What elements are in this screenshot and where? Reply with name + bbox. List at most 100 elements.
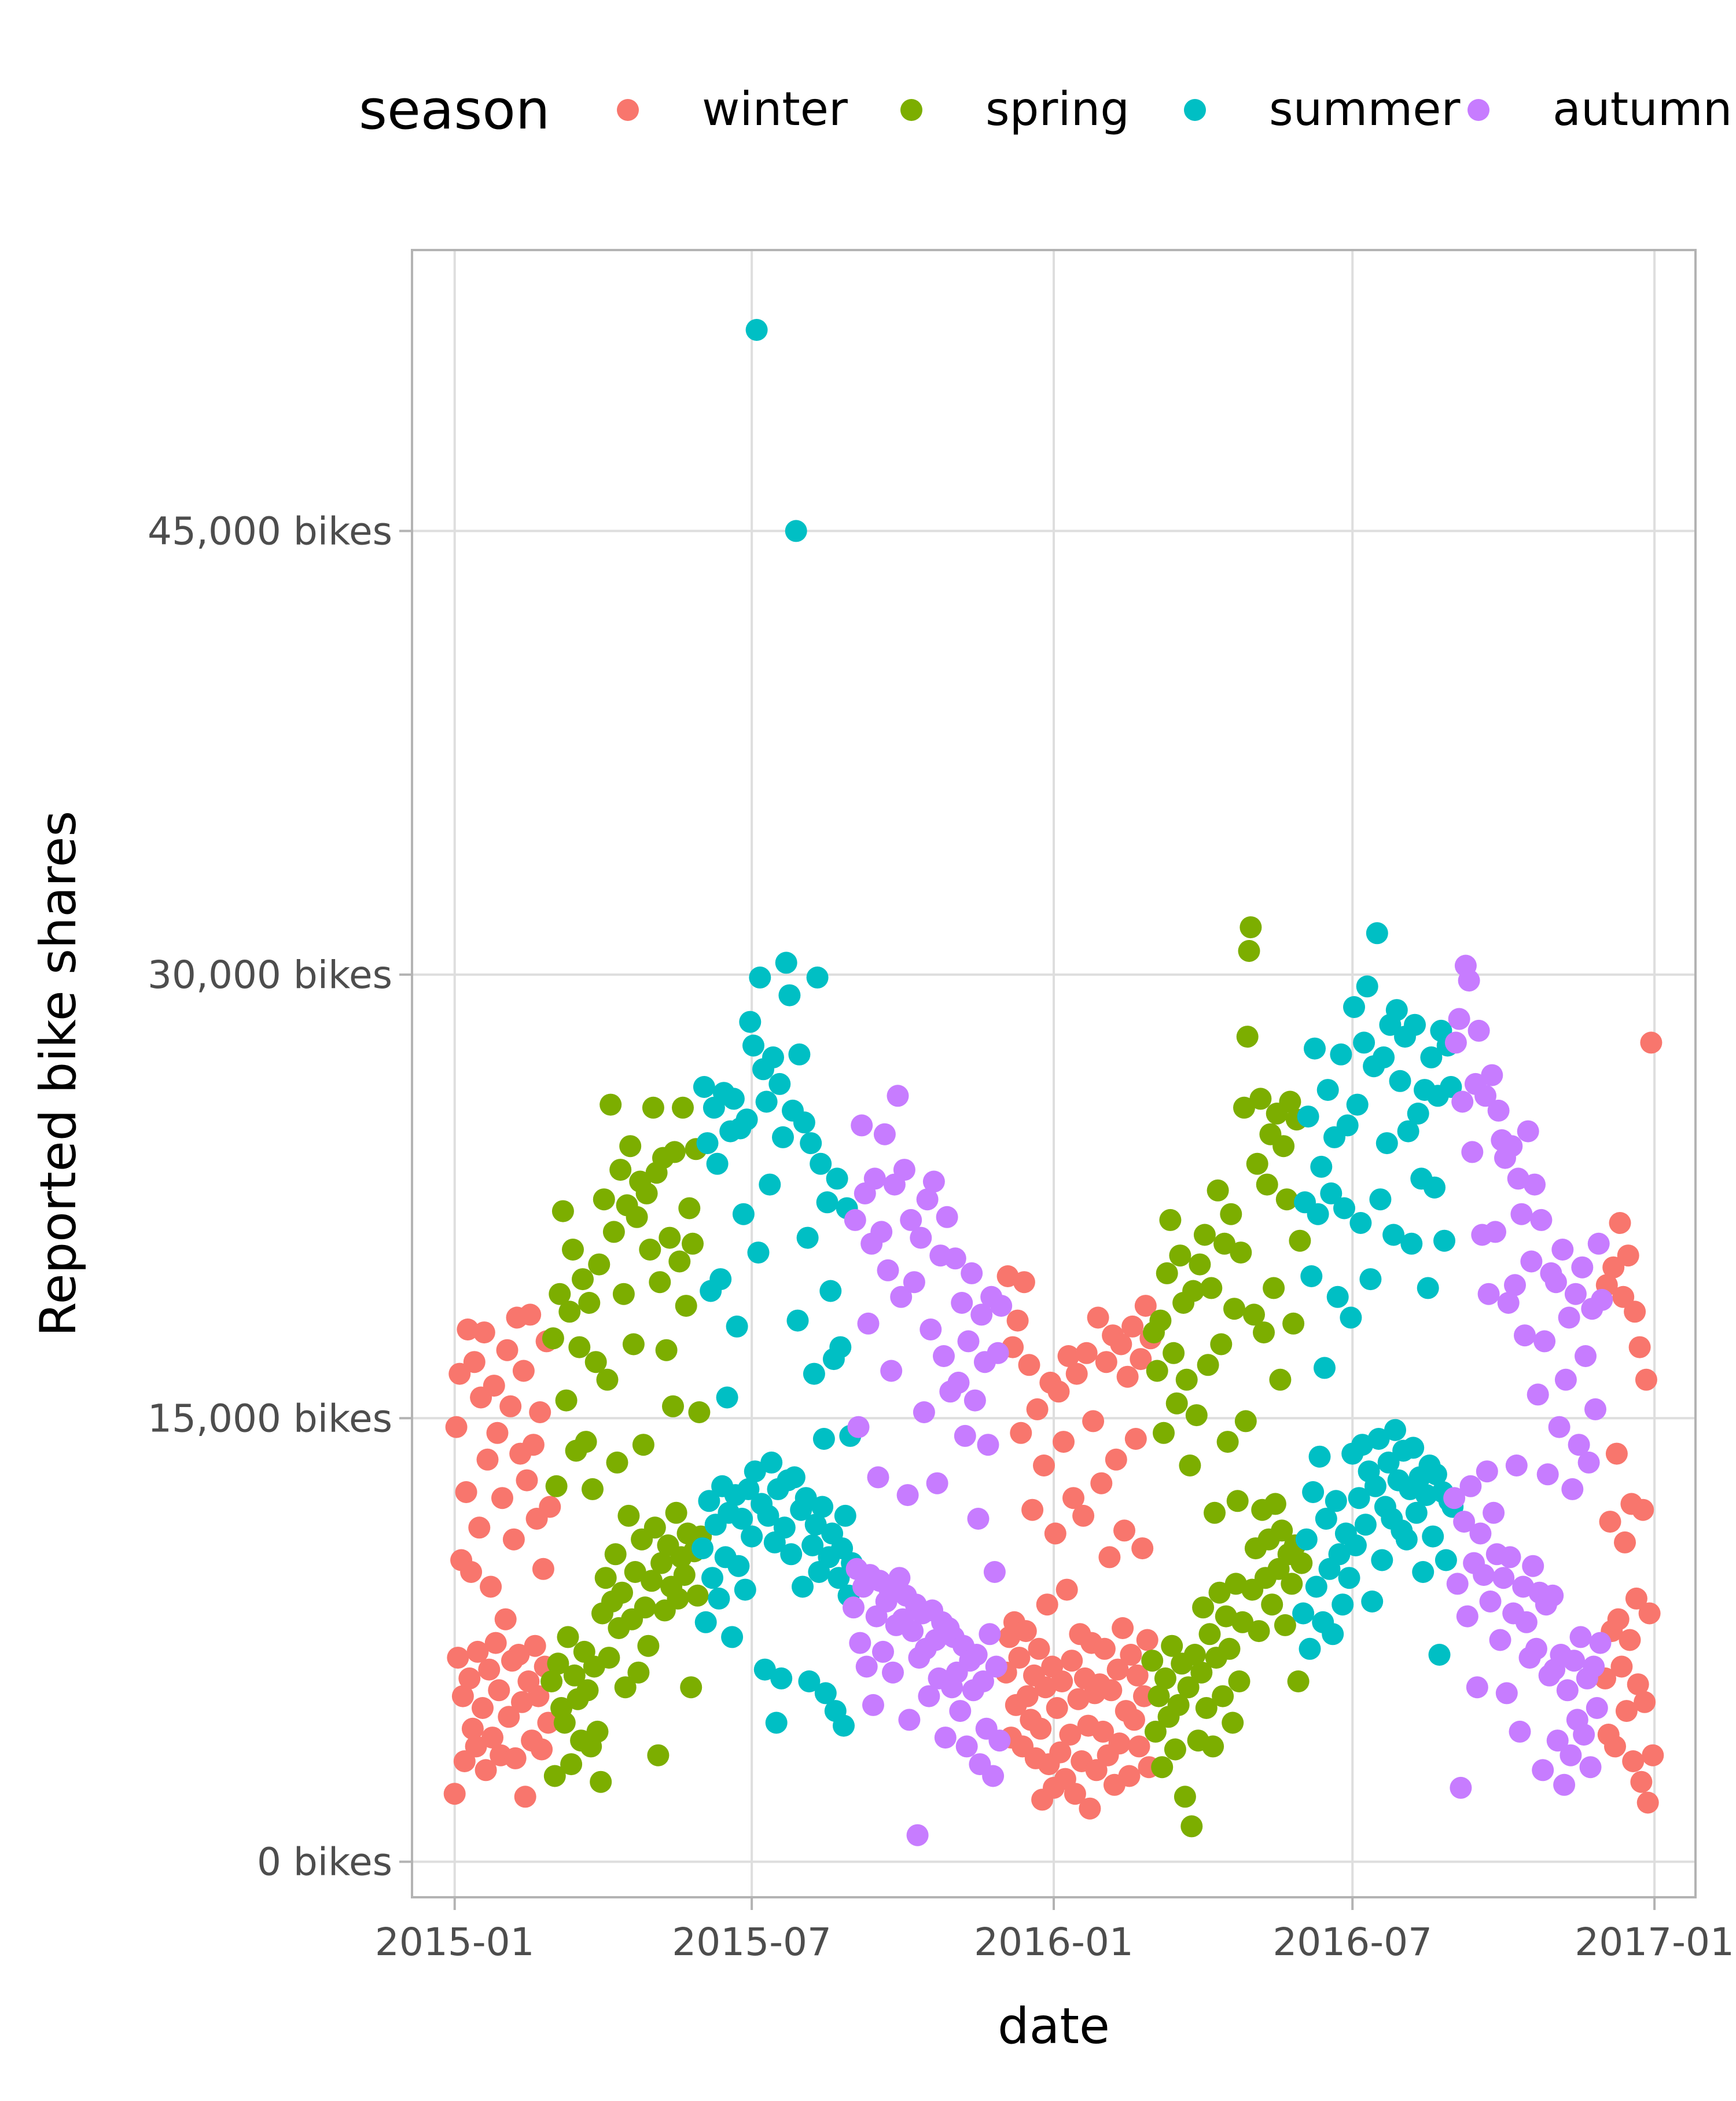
summer-point [775,952,797,974]
summer-point [834,1504,856,1527]
summer-point [1338,1567,1360,1589]
spring-point [1234,1410,1257,1432]
winter-point [1064,1783,1086,1805]
winter-point [468,1516,491,1539]
spring-point [1210,1333,1233,1356]
winter-point [463,1351,486,1373]
summer-point [757,1504,779,1527]
spring-point [1249,1088,1272,1110]
spring-point [688,1401,711,1423]
winter-point [1092,1720,1115,1743]
spring-point [1147,1685,1170,1707]
summer-point [772,1126,794,1148]
spring-point [576,1679,599,1702]
autumn-point [1499,1546,1521,1569]
autumn-point [1444,1031,1467,1054]
spring-point [675,1295,697,1317]
winter-point [496,1339,518,1361]
winter-point [472,1697,494,1719]
summer-point [1332,1593,1354,1616]
spring-point [575,1431,597,1453]
winter-point [451,1685,474,1707]
autumn-point [934,1727,957,1749]
autumn-point [873,1123,896,1145]
winter-point [1635,1368,1657,1391]
winter-point [1055,1578,1078,1601]
autumn-point [985,1655,1007,1678]
winter-point [480,1575,502,1598]
summer-point [1354,1514,1377,1536]
legend-label: summer [1269,82,1460,136]
winter-point [494,1608,517,1630]
autumn-point [1509,1720,1531,1743]
winter-point [522,1434,545,1456]
autumn-point [1466,1676,1488,1699]
winter-point [1134,1295,1157,1317]
series-spring [540,916,1313,1838]
summer-point [1340,1306,1362,1329]
summer-point [1428,1644,1451,1666]
autumn-point [1458,969,1480,992]
winter-point [539,1496,561,1518]
summer-point [793,1111,815,1134]
spring-point [1275,1188,1298,1211]
winter-point [455,1481,477,1503]
spring-point [1154,1667,1176,1689]
summer-point [745,319,768,341]
spring-point [1274,1614,1296,1636]
winter-point [1053,1431,1075,1453]
spring-point [1230,1242,1252,1264]
winter-point [1602,1256,1625,1279]
autumn-point [857,1312,880,1335]
summer-point [742,1034,764,1057]
winter-point [537,1711,560,1734]
summer-point [727,1555,750,1577]
autumn-point [1520,1250,1543,1273]
winter-point [1093,1637,1116,1660]
summer-point [692,1537,713,1560]
summer-point [744,1460,766,1483]
winter-point [524,1634,546,1657]
summer-point [696,1132,719,1155]
summer-point [1395,1528,1418,1551]
spring-point [643,1516,666,1539]
spring-point [1243,1303,1265,1326]
winter-point [475,1759,497,1782]
summer-point [1343,996,1365,1018]
spring-point [686,1584,709,1607]
autumn-point [961,1262,983,1284]
summer-point [785,520,807,542]
winter-point [1090,1472,1113,1494]
winter-point [519,1303,542,1326]
winter-point [1046,1697,1068,1719]
summer-point [1349,1212,1372,1234]
spring-point [578,1292,601,1314]
autumn-point [1461,1141,1484,1163]
y-axis-title: Reported bike shares [30,811,87,1337]
winter-point [532,1558,554,1580]
spring-point [1146,1360,1168,1382]
summer-point [803,1362,825,1385]
winter-point [1087,1306,1109,1329]
summer-point [814,1682,837,1705]
winter-point [1057,1345,1080,1367]
summer-point [1308,1445,1331,1468]
summer-point [1353,1031,1375,1054]
spring-point [1141,1650,1164,1672]
autumn-point [893,1159,915,1181]
spring-point [549,1283,571,1305]
summer-point [801,1534,824,1556]
spring-point [641,1570,663,1592]
summer-point [760,1451,783,1474]
autumn-point [1505,1454,1528,1476]
winter-point [1113,1519,1135,1542]
autumn-point [903,1271,925,1294]
autumn-point [965,1644,988,1666]
summer-point [1420,1046,1443,1068]
summer-point [749,966,771,989]
winter-point [1121,1315,1144,1338]
spring-point [1263,1277,1285,1299]
summer-point [1375,1132,1398,1155]
autumn-point [926,1472,948,1494]
autumn-point [1510,1203,1533,1225]
